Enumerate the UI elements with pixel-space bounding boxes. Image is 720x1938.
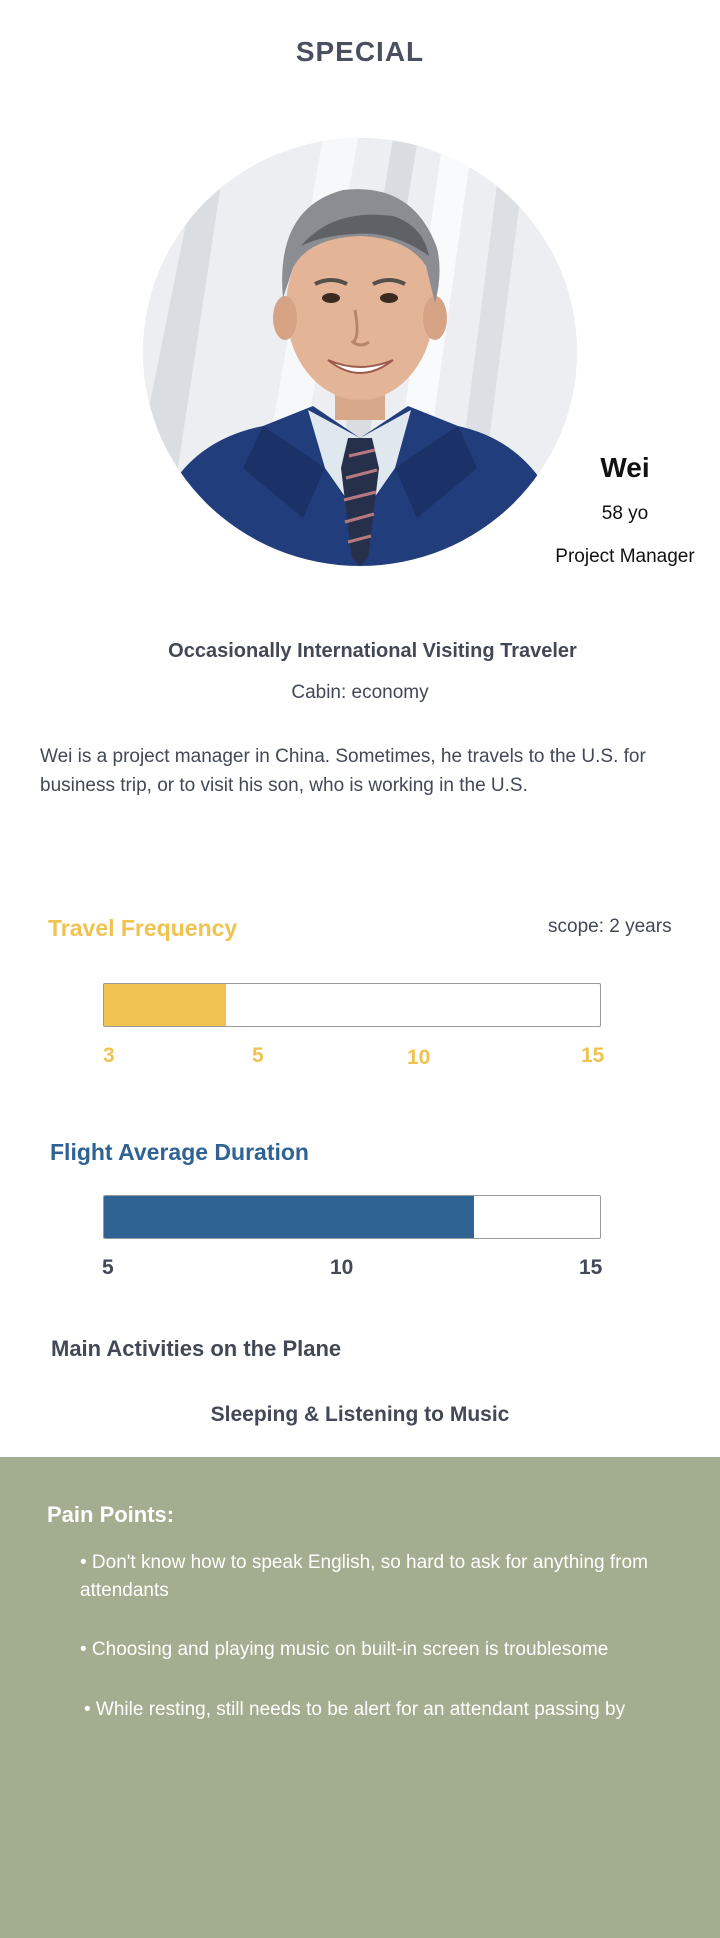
flight-duration-label: Flight Average Duration <box>50 1139 309 1165</box>
persona-age: 58 yo <box>601 503 649 524</box>
flight-duration-fill <box>104 1196 474 1238</box>
pain-point-item: • While resting, still needs to be alert… <box>84 1699 626 1720</box>
persona-photo <box>143 138 577 566</box>
travel-frequency-fill <box>104 984 226 1026</box>
travel-frequency-bar <box>103 983 601 1027</box>
activities-label: Main Activities on the Plane <box>51 1336 342 1361</box>
tf-tick-15: 15 <box>581 1044 605 1067</box>
persona-name: Wei <box>600 452 650 483</box>
fd-tick-5: 5 <box>102 1256 114 1279</box>
activities-value: Sleeping & Listening to Music <box>210 1403 510 1426</box>
persona-job: Project Manager <box>555 546 695 567</box>
fd-tick-10: 10 <box>330 1256 354 1279</box>
cabin-class: Cabin: economy <box>291 682 429 703</box>
fd-tick-15: 15 <box>579 1256 603 1279</box>
pain-points-panel <box>0 1457 720 1938</box>
pain-point-item: • Choosing and playing music on built-in… <box>80 1639 609 1660</box>
travel-frequency-label: Travel Frequency <box>48 915 238 941</box>
flight-duration-bar <box>103 1195 601 1239</box>
tf-tick-3: 3 <box>103 1044 115 1067</box>
tf-tick-5: 5 <box>252 1044 264 1067</box>
pain-points-title: Pain Points: <box>47 1502 175 1527</box>
travel-frequency-scope: scope: 2 years <box>548 916 672 937</box>
man-portrait-icon <box>143 138 577 566</box>
tf-tick-10: 10 <box>407 1046 431 1069</box>
traveler-type: Occasionally International Visiting Trav… <box>168 640 577 662</box>
page-title: SPECIAL <box>295 36 425 67</box>
persona-description: Wei is a project manager in China. Somet… <box>40 746 646 796</box>
pain-point-item: • Don't know how to speak English, so ha… <box>80 1552 648 1601</box>
